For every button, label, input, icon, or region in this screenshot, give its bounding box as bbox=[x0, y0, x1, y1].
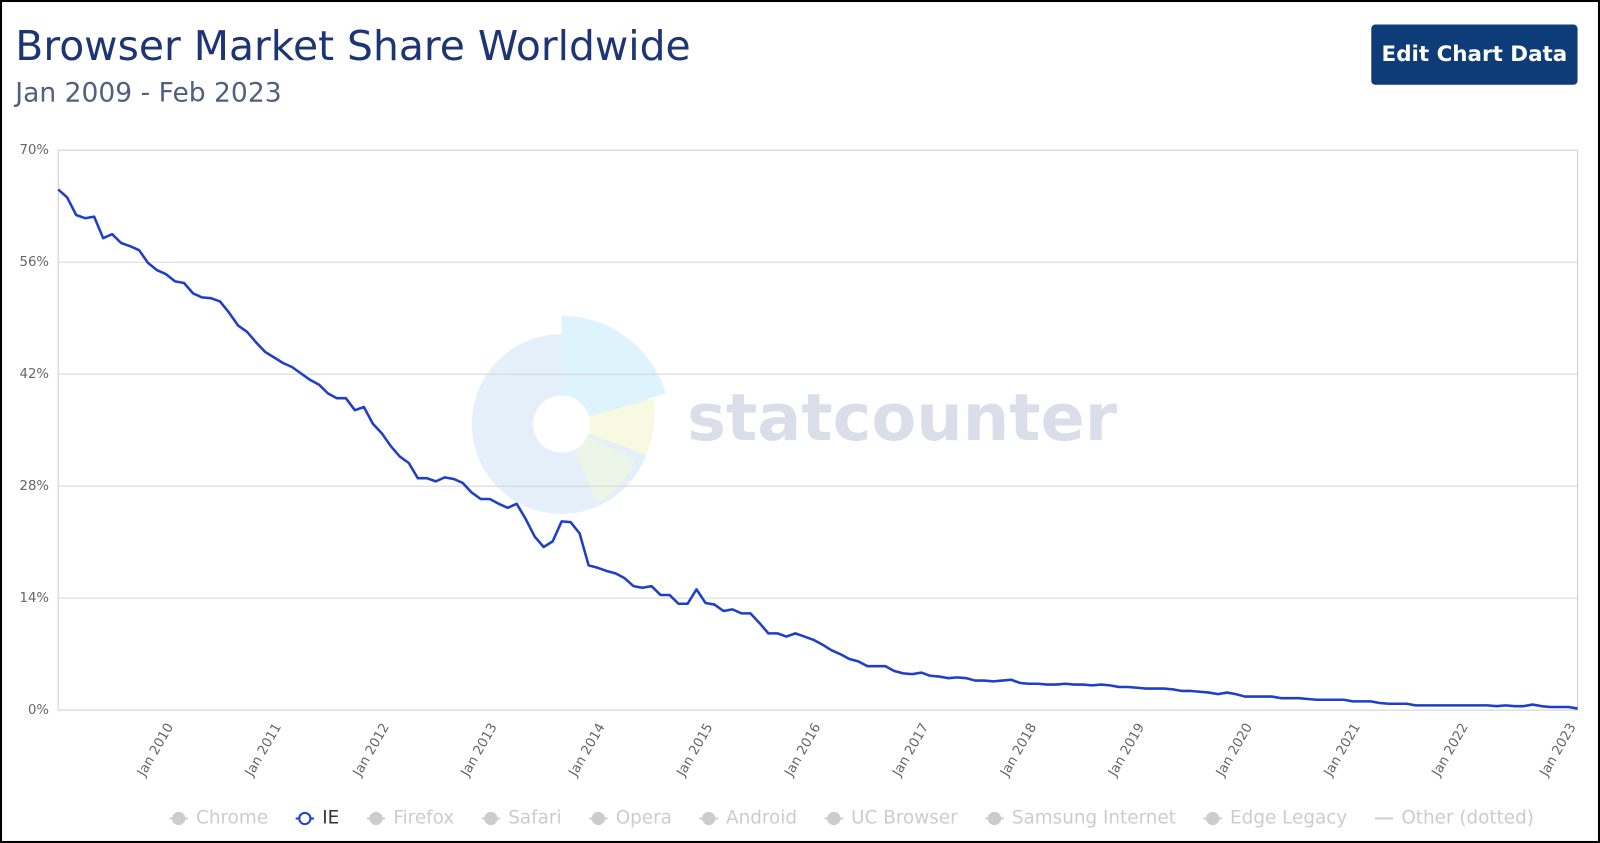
legend-label[interactable]: Firefox bbox=[393, 807, 454, 828]
series-line bbox=[57, 188, 1578, 710]
y-tick-label: 56% bbox=[20, 255, 49, 270]
page-title: Browser Market Share Worldwide bbox=[15, 22, 690, 70]
legend-label[interactable]: UC Browser bbox=[851, 807, 958, 828]
legend-label[interactable]: Safari bbox=[508, 807, 561, 828]
button-label[interactable]: Edit Chart Data bbox=[1382, 42, 1568, 67]
legend-label[interactable]: Samsung Internet bbox=[1012, 807, 1176, 828]
legend-item[interactable]: Firefox bbox=[366, 807, 454, 828]
y-tick-label: 70% bbox=[20, 143, 49, 158]
legend-item[interactable]: Opera bbox=[589, 807, 672, 828]
legend-icon bbox=[484, 811, 498, 826]
legend-icon bbox=[172, 811, 186, 826]
y-tick-label: 14% bbox=[20, 591, 49, 606]
legend-icon bbox=[827, 811, 841, 826]
legend-item[interactable]: UC Browser bbox=[824, 807, 959, 828]
watermark-text: statcounter bbox=[687, 380, 1118, 456]
legend-icon bbox=[702, 811, 716, 826]
y-tick-label: 42% bbox=[20, 367, 49, 382]
legend-item[interactable]: IE bbox=[295, 807, 340, 828]
legend-icon bbox=[987, 811, 1002, 826]
legend-label[interactable]: Opera bbox=[616, 807, 672, 828]
legend-label[interactable]: Android bbox=[726, 807, 797, 828]
legend-icon bbox=[591, 811, 605, 826]
legend-icon bbox=[298, 811, 312, 826]
logo-slice bbox=[561, 315, 666, 425]
watermark bbox=[471, 315, 666, 514]
legend-label[interactable]: Chrome bbox=[196, 807, 268, 828]
legend: Chrome IE Firefox Safari Opera Android UC Brow… bbox=[169, 807, 1534, 828]
legend-item[interactable]: Safari bbox=[481, 807, 562, 828]
legend-label[interactable]: Edge Legacy bbox=[1230, 807, 1347, 828]
y-tick-label: 0% bbox=[28, 703, 49, 718]
legend-item[interactable]: Chrome bbox=[169, 807, 268, 828]
edit-button[interactable]: Edit Chart Data bbox=[1371, 24, 1578, 85]
legend-icon bbox=[369, 811, 383, 826]
legend-label[interactable]: Other (dotted) bbox=[1401, 807, 1534, 828]
legend-label[interactable]: IE bbox=[322, 807, 339, 828]
legend-item[interactable]: Edge Legacy bbox=[1203, 807, 1348, 828]
legend-item[interactable]: Android bbox=[699, 807, 797, 828]
legend-item[interactable]: Other (dotted) bbox=[1374, 807, 1534, 828]
legend-icon bbox=[1206, 811, 1220, 826]
y-tick-label: 28% bbox=[20, 479, 49, 494]
legend-item[interactable]: Samsung Internet bbox=[985, 807, 1176, 828]
logo-slice bbox=[561, 398, 655, 455]
button-bg bbox=[1371, 24, 1578, 85]
logo-hole bbox=[532, 395, 591, 453]
page-subtitle: Jan 2009 - Feb 2023 bbox=[13, 78, 281, 109]
